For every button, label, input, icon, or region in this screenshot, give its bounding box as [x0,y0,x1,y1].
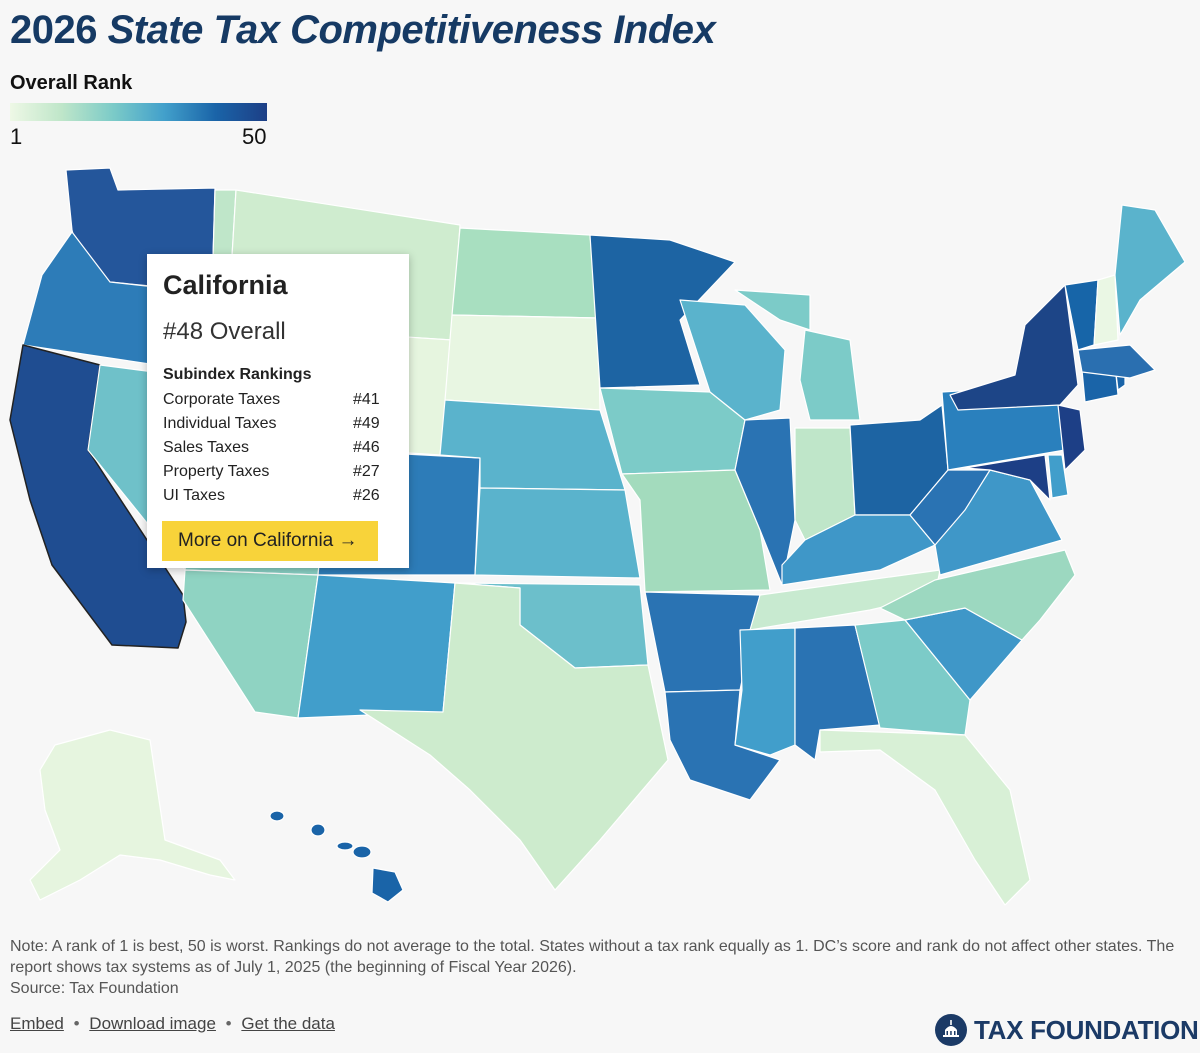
state-alaska[interactable] [29,729,236,901]
subindex-rank: #27 [353,463,380,480]
state-north-dakota[interactable] [451,227,599,319]
subindex-rank: #26 [353,487,380,504]
tax-foundation-logo[interactable]: TAX FOUNDATION [934,1012,1199,1048]
footer-links: Embed • Download image • Get the data [10,1014,335,1034]
state-south-dakota[interactable] [444,314,601,411]
subindex-row: Individual Taxes #49 [163,412,383,436]
state-wisconsin[interactable] [679,299,786,421]
title-year: 2026 [10,8,97,52]
state-west-virginia[interactable] [909,469,991,546]
state-texas[interactable] [359,582,669,891]
state-georgia[interactable] [854,619,971,736]
subindex-rank: #46 [353,439,380,456]
state-hawaii[interactable] [269,810,404,903]
link-separator: • [225,1014,232,1033]
subindex-label: UI Taxes [163,487,225,504]
state-massachusetts[interactable] [1077,344,1156,379]
subindex-row: Property Taxes #27 [163,460,383,484]
subindex-rank: #49 [353,415,380,432]
subindex-row: Corporate Taxes #41 [163,388,383,412]
state-michigan[interactable] [734,289,861,421]
state-delaware[interactable] [1047,454,1069,499]
state-new-york[interactable] [949,284,1079,411]
tooltip-subindex-heading: Subindex Rankings [163,366,312,383]
embed-link[interactable]: Embed [10,1014,64,1033]
brand-name: TAX FOUNDATION [974,1014,1199,1045]
page-title: 2026 State Tax Competitiveness Index [10,8,716,53]
state-tooltip: California #48 Overall Subindex Rankings… [147,254,409,568]
state-maryland[interactable] [964,454,1051,501]
state-mississippi[interactable] [734,627,796,756]
legend-title: Overall Rank [10,72,133,94]
subindex-label: Corporate Taxes [163,391,281,408]
note-text: Note: A rank of 1 is best, 50 is worst. … [10,938,1175,976]
link-separator: • [73,1014,80,1033]
state-louisiana[interactable] [664,689,781,801]
subindex-label: Individual Taxes [163,415,277,432]
tooltip-state-name: California [163,270,288,300]
title-main: State Tax Competitiveness Index [107,8,716,52]
capitol-dome-icon [935,1014,967,1046]
footnote: Note: A rank of 1 is best, 50 is worst. … [10,936,1190,999]
state-arizona[interactable] [182,569,319,719]
legend-color-scale [10,103,267,121]
more-on-state-button[interactable]: More on California → [162,521,378,561]
tooltip-overall-rank: #48 Overall [163,318,286,345]
subindex-row: UI Taxes #26 [163,484,383,508]
subindex-rank: #41 [353,391,380,408]
state-north-carolina[interactable] [879,549,1076,641]
subindex-label: Sales Taxes [163,439,249,456]
legend-max-label: 50 [242,124,267,149]
subindex-label: Property Taxes [163,463,270,480]
subindex-row: Sales Taxes #46 [163,436,383,460]
state-new-jersey[interactable] [1057,404,1086,471]
subindex-list: Corporate Taxes #41 Individual Taxes #49 S… [163,388,383,508]
state-new-mexico[interactable] [297,574,456,719]
download-image-link[interactable]: Download image [89,1014,216,1033]
state-kansas[interactable] [474,487,641,579]
legend-min-label: 1 [10,124,23,149]
state-maine[interactable] [1114,204,1186,336]
source-text: Source: Tax Foundation [10,980,179,997]
get-data-link[interactable]: Get the data [241,1014,335,1033]
state-florida[interactable] [819,729,1031,906]
state-new-hampshire[interactable] [1093,274,1119,346]
